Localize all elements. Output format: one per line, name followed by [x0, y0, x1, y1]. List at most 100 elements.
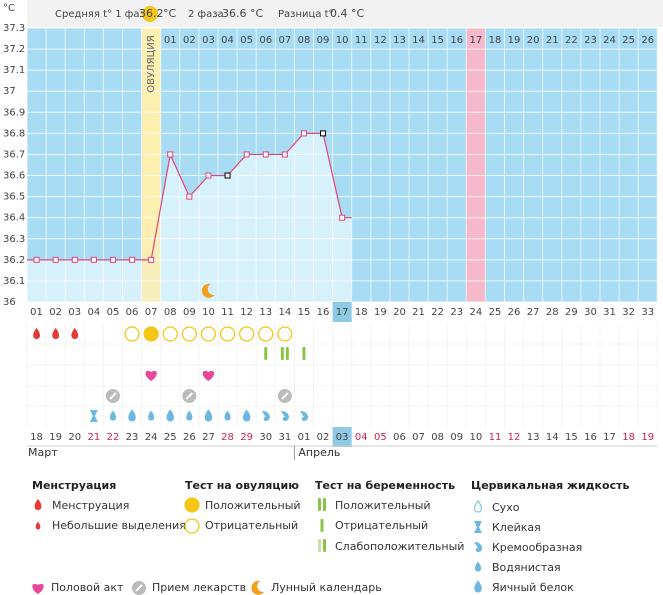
- avg1-unit: °C: [163, 7, 177, 20]
- temperature-point: [167, 151, 174, 158]
- y-tick-label: 36.1: [3, 276, 25, 287]
- temperature-point: [262, 151, 269, 158]
- legend-item: Водянистая: [492, 561, 561, 574]
- y-tick-label: 36.3: [3, 234, 25, 245]
- avg1: 36.2: [139, 7, 164, 20]
- legend-title: Цервикальная жидкость: [471, 479, 629, 492]
- cycle-day: 24: [469, 307, 482, 318]
- cycle-day: 20: [393, 307, 406, 318]
- phase2-day: 13: [393, 35, 406, 46]
- temperature-point: [224, 172, 231, 179]
- temperature-point: [186, 193, 193, 200]
- pregnancy-test-icon: [302, 347, 306, 360]
- y-tick-label: 36.2: [3, 255, 25, 266]
- legend-item: Отрицательный: [205, 519, 298, 532]
- cycle-day: 03: [68, 307, 81, 318]
- legend-item: Кремообразная: [492, 541, 582, 554]
- ovulation-test-icon: [162, 326, 178, 342]
- legend-icon: [474, 561, 482, 572]
- date: 28: [221, 432, 234, 443]
- legend-icon: [184, 497, 200, 513]
- legend-icon-mark: [135, 584, 143, 592]
- cervical-icon: [89, 410, 98, 422]
- legend-item: Половой акт: [51, 581, 124, 594]
- date: 19: [641, 432, 654, 443]
- date: 29: [240, 432, 253, 443]
- avg2-label: 2 фаза: [188, 9, 224, 20]
- date: 14: [546, 432, 559, 443]
- phase2-day: 20: [527, 35, 540, 46]
- y-tick-label: 36.8: [3, 128, 25, 139]
- cycle-day: 01: [30, 307, 43, 318]
- phase2-day: 07: [278, 35, 291, 46]
- date: 13: [527, 432, 540, 443]
- cycle-day: 06: [126, 307, 139, 318]
- y-tick-label: 37: [3, 86, 16, 97]
- date: 04: [355, 432, 368, 443]
- date: 05: [374, 432, 387, 443]
- date: 27: [202, 432, 215, 443]
- legend-item: Положительный: [335, 499, 431, 512]
- legend-item: Положительный: [205, 499, 301, 512]
- legend-icon: [34, 499, 42, 510]
- legend-title: Тест на овуляцию: [185, 479, 299, 492]
- temperature-point: [71, 256, 78, 263]
- legend-icon: [32, 583, 44, 594]
- avg2: 36.6 °C: [222, 7, 263, 20]
- cycle-day: 12: [240, 307, 253, 318]
- menstruation-icon: [71, 328, 79, 339]
- y-tick-label: 37.1: [3, 65, 25, 76]
- cycle-day: 08: [164, 307, 177, 318]
- temperature-point: [109, 256, 116, 263]
- y-unit: °C: [3, 3, 15, 14]
- legend-item: Менструация: [52, 499, 129, 512]
- pregnancy-test-icon: [264, 347, 268, 360]
- cycle-day: 13: [259, 307, 272, 318]
- ovulation-test-icon: [181, 326, 198, 342]
- date: 18: [30, 432, 43, 443]
- phase2-day: 09: [317, 35, 330, 46]
- cervical-icon: [166, 409, 174, 422]
- date: 19: [49, 432, 62, 443]
- ovulation-test-icon: [124, 326, 140, 342]
- legend-icon: [320, 519, 324, 532]
- cervical-icon: [148, 410, 155, 421]
- legend-item: Слабоположительный: [335, 540, 464, 553]
- legend-title: Менструация: [32, 479, 116, 492]
- moon-icon: [201, 283, 215, 298]
- cycle-day: 25: [489, 307, 502, 318]
- cycle-day: 10: [202, 307, 215, 318]
- heart-icon: [145, 370, 157, 381]
- date: 01: [298, 432, 311, 443]
- y-tick-label: 36.9: [3, 107, 25, 118]
- ovulation-test-icon: [200, 326, 217, 342]
- current-day-box: [332, 302, 352, 322]
- cycle-day: 15: [298, 307, 311, 318]
- y-tick-label: 37.2: [3, 44, 25, 55]
- y-tick-label: 36.5: [3, 192, 25, 203]
- cycle-day: 17: [336, 307, 349, 318]
- temperature-point: [52, 256, 59, 263]
- phase2-day: 08: [298, 35, 311, 46]
- cycle-day: 29: [565, 307, 578, 318]
- cycle-day: 32: [622, 307, 635, 318]
- date: 10: [469, 432, 482, 443]
- date: 03: [336, 432, 349, 443]
- ovulation-test-icon: [143, 326, 159, 342]
- date: 23: [126, 432, 139, 443]
- cycle-day: 26: [508, 307, 521, 318]
- legend-icon: [251, 580, 264, 595]
- legend-item: Клейкая: [492, 521, 541, 534]
- menstruation-icon: [33, 328, 40, 339]
- avg1-label: Средняя t° 1 фаза: [55, 9, 151, 20]
- sun-icon: [142, 6, 158, 22]
- legend-icon: [323, 498, 326, 511]
- date: 26: [183, 432, 196, 443]
- y-tick-label: 36: [3, 297, 16, 308]
- diff: 0.4 °C: [330, 7, 364, 20]
- phase2-day: 03: [202, 35, 215, 46]
- cycle-day: 22: [431, 307, 444, 318]
- cervical-icon: [299, 411, 309, 421]
- cycle-day: 14: [278, 307, 291, 318]
- legend-item: Отрицательный: [335, 519, 428, 532]
